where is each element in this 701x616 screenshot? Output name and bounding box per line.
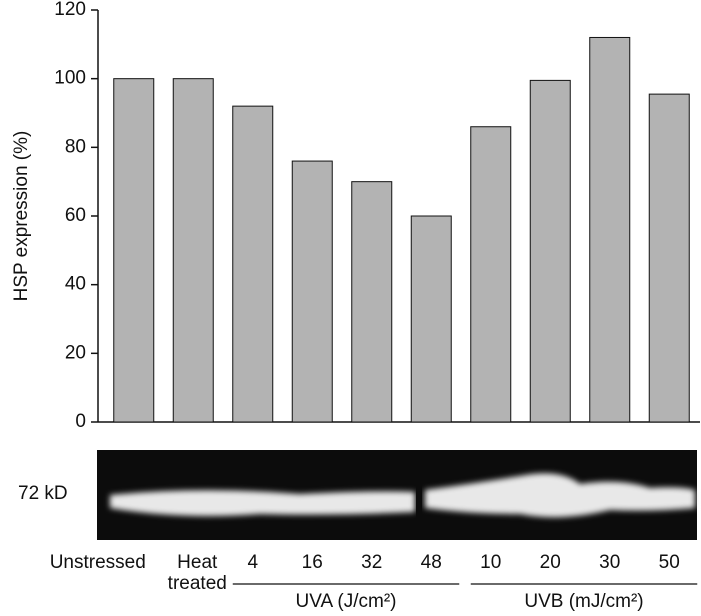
bar bbox=[172, 78, 214, 423]
bar bbox=[410, 215, 452, 423]
y-tick-label: 20 bbox=[65, 342, 86, 363]
x-tick-label: 32 bbox=[361, 552, 383, 573]
x-tick-label: Unstressed bbox=[49, 552, 146, 573]
y-tick-label: 0 bbox=[75, 411, 86, 432]
blot-label: 72 kD bbox=[18, 483, 68, 504]
x-tick-label: 48 bbox=[420, 552, 442, 573]
x-tick-label: 50 bbox=[658, 552, 680, 573]
x-tick-label: 30 bbox=[599, 552, 621, 573]
y-tick-label: 60 bbox=[65, 205, 86, 226]
bar bbox=[529, 79, 571, 423]
x-tick-label: 16 bbox=[301, 552, 323, 573]
bar bbox=[291, 160, 333, 423]
y-tick-label: 80 bbox=[65, 136, 86, 157]
x-tick-label: 10 bbox=[480, 552, 502, 573]
x-tick-label: 4 bbox=[247, 552, 259, 573]
bar bbox=[232, 105, 274, 423]
x-tick-label: 20 bbox=[539, 552, 561, 573]
y-tick-label: 120 bbox=[54, 0, 86, 20]
bar bbox=[589, 36, 631, 423]
bar bbox=[351, 181, 393, 423]
bar bbox=[113, 78, 155, 423]
y-tick-label: 100 bbox=[54, 68, 86, 89]
y-axis-label: HSP expression (%) bbox=[11, 131, 32, 302]
group-label: UVA (J/cm²) bbox=[296, 591, 397, 612]
x-tick-label: Heat treated bbox=[167, 552, 227, 594]
bar bbox=[470, 126, 512, 423]
group-label: UVB (mJ/cm²) bbox=[524, 591, 643, 612]
bar bbox=[648, 93, 690, 423]
y-tick-label: 40 bbox=[65, 274, 86, 295]
western-blot bbox=[97, 450, 697, 540]
